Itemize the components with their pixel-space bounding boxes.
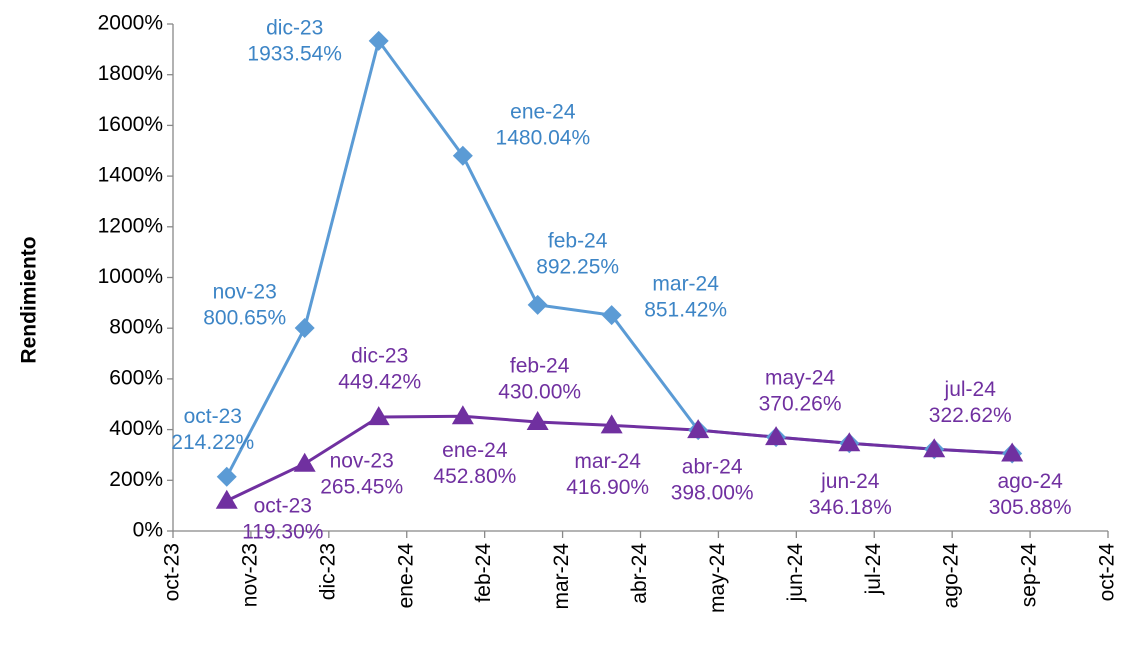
y-axis-label: Rendimiento bbox=[18, 236, 41, 363]
marker bbox=[600, 414, 623, 434]
marker bbox=[451, 405, 474, 425]
point-label: oct-23 bbox=[184, 405, 242, 428]
marker bbox=[838, 432, 861, 452]
marker bbox=[216, 466, 237, 487]
marker bbox=[526, 410, 549, 430]
value-label: 416.90% bbox=[566, 476, 649, 499]
value-label: 398.00% bbox=[671, 482, 754, 505]
point-label: jun-24 bbox=[820, 470, 880, 493]
marker bbox=[452, 145, 473, 166]
marker bbox=[923, 438, 946, 458]
x-tick-label: dic-23 bbox=[316, 543, 339, 600]
x-tick-label: jul-24 bbox=[862, 543, 885, 596]
value-label: 449.42% bbox=[338, 371, 421, 394]
marker bbox=[294, 318, 315, 339]
point-label: mar-24 bbox=[574, 450, 641, 473]
y-tick-label: 0% bbox=[133, 519, 163, 542]
value-label: 430.00% bbox=[498, 381, 581, 404]
x-tick-label: oct-24 bbox=[1096, 543, 1119, 602]
x-tick-label: may-24 bbox=[706, 543, 729, 613]
marker bbox=[765, 426, 788, 446]
y-tick-label: 800% bbox=[109, 316, 163, 339]
point-label: feb-24 bbox=[548, 229, 608, 252]
x-tick-label: mar-24 bbox=[550, 543, 573, 610]
marker bbox=[527, 294, 548, 315]
marker bbox=[367, 406, 390, 426]
value-label: 214.22% bbox=[171, 431, 254, 454]
point-label: nov-23 bbox=[330, 449, 394, 472]
y-tick-label: 1000% bbox=[98, 265, 163, 288]
value-label: 800.65% bbox=[203, 307, 286, 330]
y-tick-label: 200% bbox=[109, 468, 163, 491]
marker bbox=[368, 30, 389, 51]
value-label: 851.42% bbox=[644, 299, 727, 322]
point-label: feb-24 bbox=[510, 355, 570, 378]
x-tick-label: ago-24 bbox=[940, 543, 963, 609]
x-tick-label: ene-24 bbox=[394, 543, 417, 609]
y-tick-label: 600% bbox=[109, 366, 163, 389]
y-tick-label: 2000% bbox=[98, 12, 163, 35]
point-label: mar-24 bbox=[652, 273, 719, 296]
value-label: 305.88% bbox=[989, 496, 1072, 519]
marker bbox=[687, 419, 710, 439]
y-tick-label: 1600% bbox=[98, 113, 163, 136]
value-label: 892.25% bbox=[536, 255, 619, 278]
value-label: 119.30% bbox=[242, 520, 323, 543]
point-label: nov-23 bbox=[213, 281, 277, 304]
point-label: ene-24 bbox=[442, 439, 508, 462]
value-label: 370.26% bbox=[759, 393, 842, 416]
marker bbox=[293, 452, 316, 472]
value-label: 1933.54% bbox=[247, 42, 342, 65]
point-label: abr-24 bbox=[682, 456, 743, 479]
x-tick-label: nov-23 bbox=[238, 543, 261, 607]
y-tick-label: 1400% bbox=[98, 164, 163, 187]
y-tick-label: 400% bbox=[109, 417, 163, 440]
value-label: 322.62% bbox=[929, 404, 1012, 427]
marker bbox=[601, 305, 622, 326]
value-label: 265.45% bbox=[320, 475, 403, 498]
x-tick-label: abr-24 bbox=[628, 543, 651, 604]
series-line bbox=[225, 37, 1013, 478]
x-tick-label: oct-23 bbox=[161, 543, 184, 601]
value-label: 452.80% bbox=[433, 465, 516, 488]
point-label: dic-23 bbox=[266, 16, 323, 39]
marker bbox=[215, 489, 238, 509]
point-label: jul-24 bbox=[944, 378, 997, 401]
value-label: 1480.04% bbox=[496, 126, 591, 149]
x-tick-label: feb-24 bbox=[472, 543, 495, 603]
y-tick-label: 1200% bbox=[98, 214, 163, 237]
point-label: ene-24 bbox=[510, 100, 576, 123]
point-label: dic-23 bbox=[351, 345, 408, 368]
value-label: 346.18% bbox=[809, 496, 892, 519]
y-tick-label: 1800% bbox=[98, 62, 163, 85]
point-label: may-24 bbox=[765, 367, 835, 390]
x-tick-label: jun-24 bbox=[784, 543, 807, 603]
x-tick-label: sep-24 bbox=[1018, 543, 1041, 608]
point-label: ago-24 bbox=[997, 470, 1063, 493]
marker bbox=[1001, 442, 1024, 462]
point-label: oct-23 bbox=[254, 494, 312, 517]
